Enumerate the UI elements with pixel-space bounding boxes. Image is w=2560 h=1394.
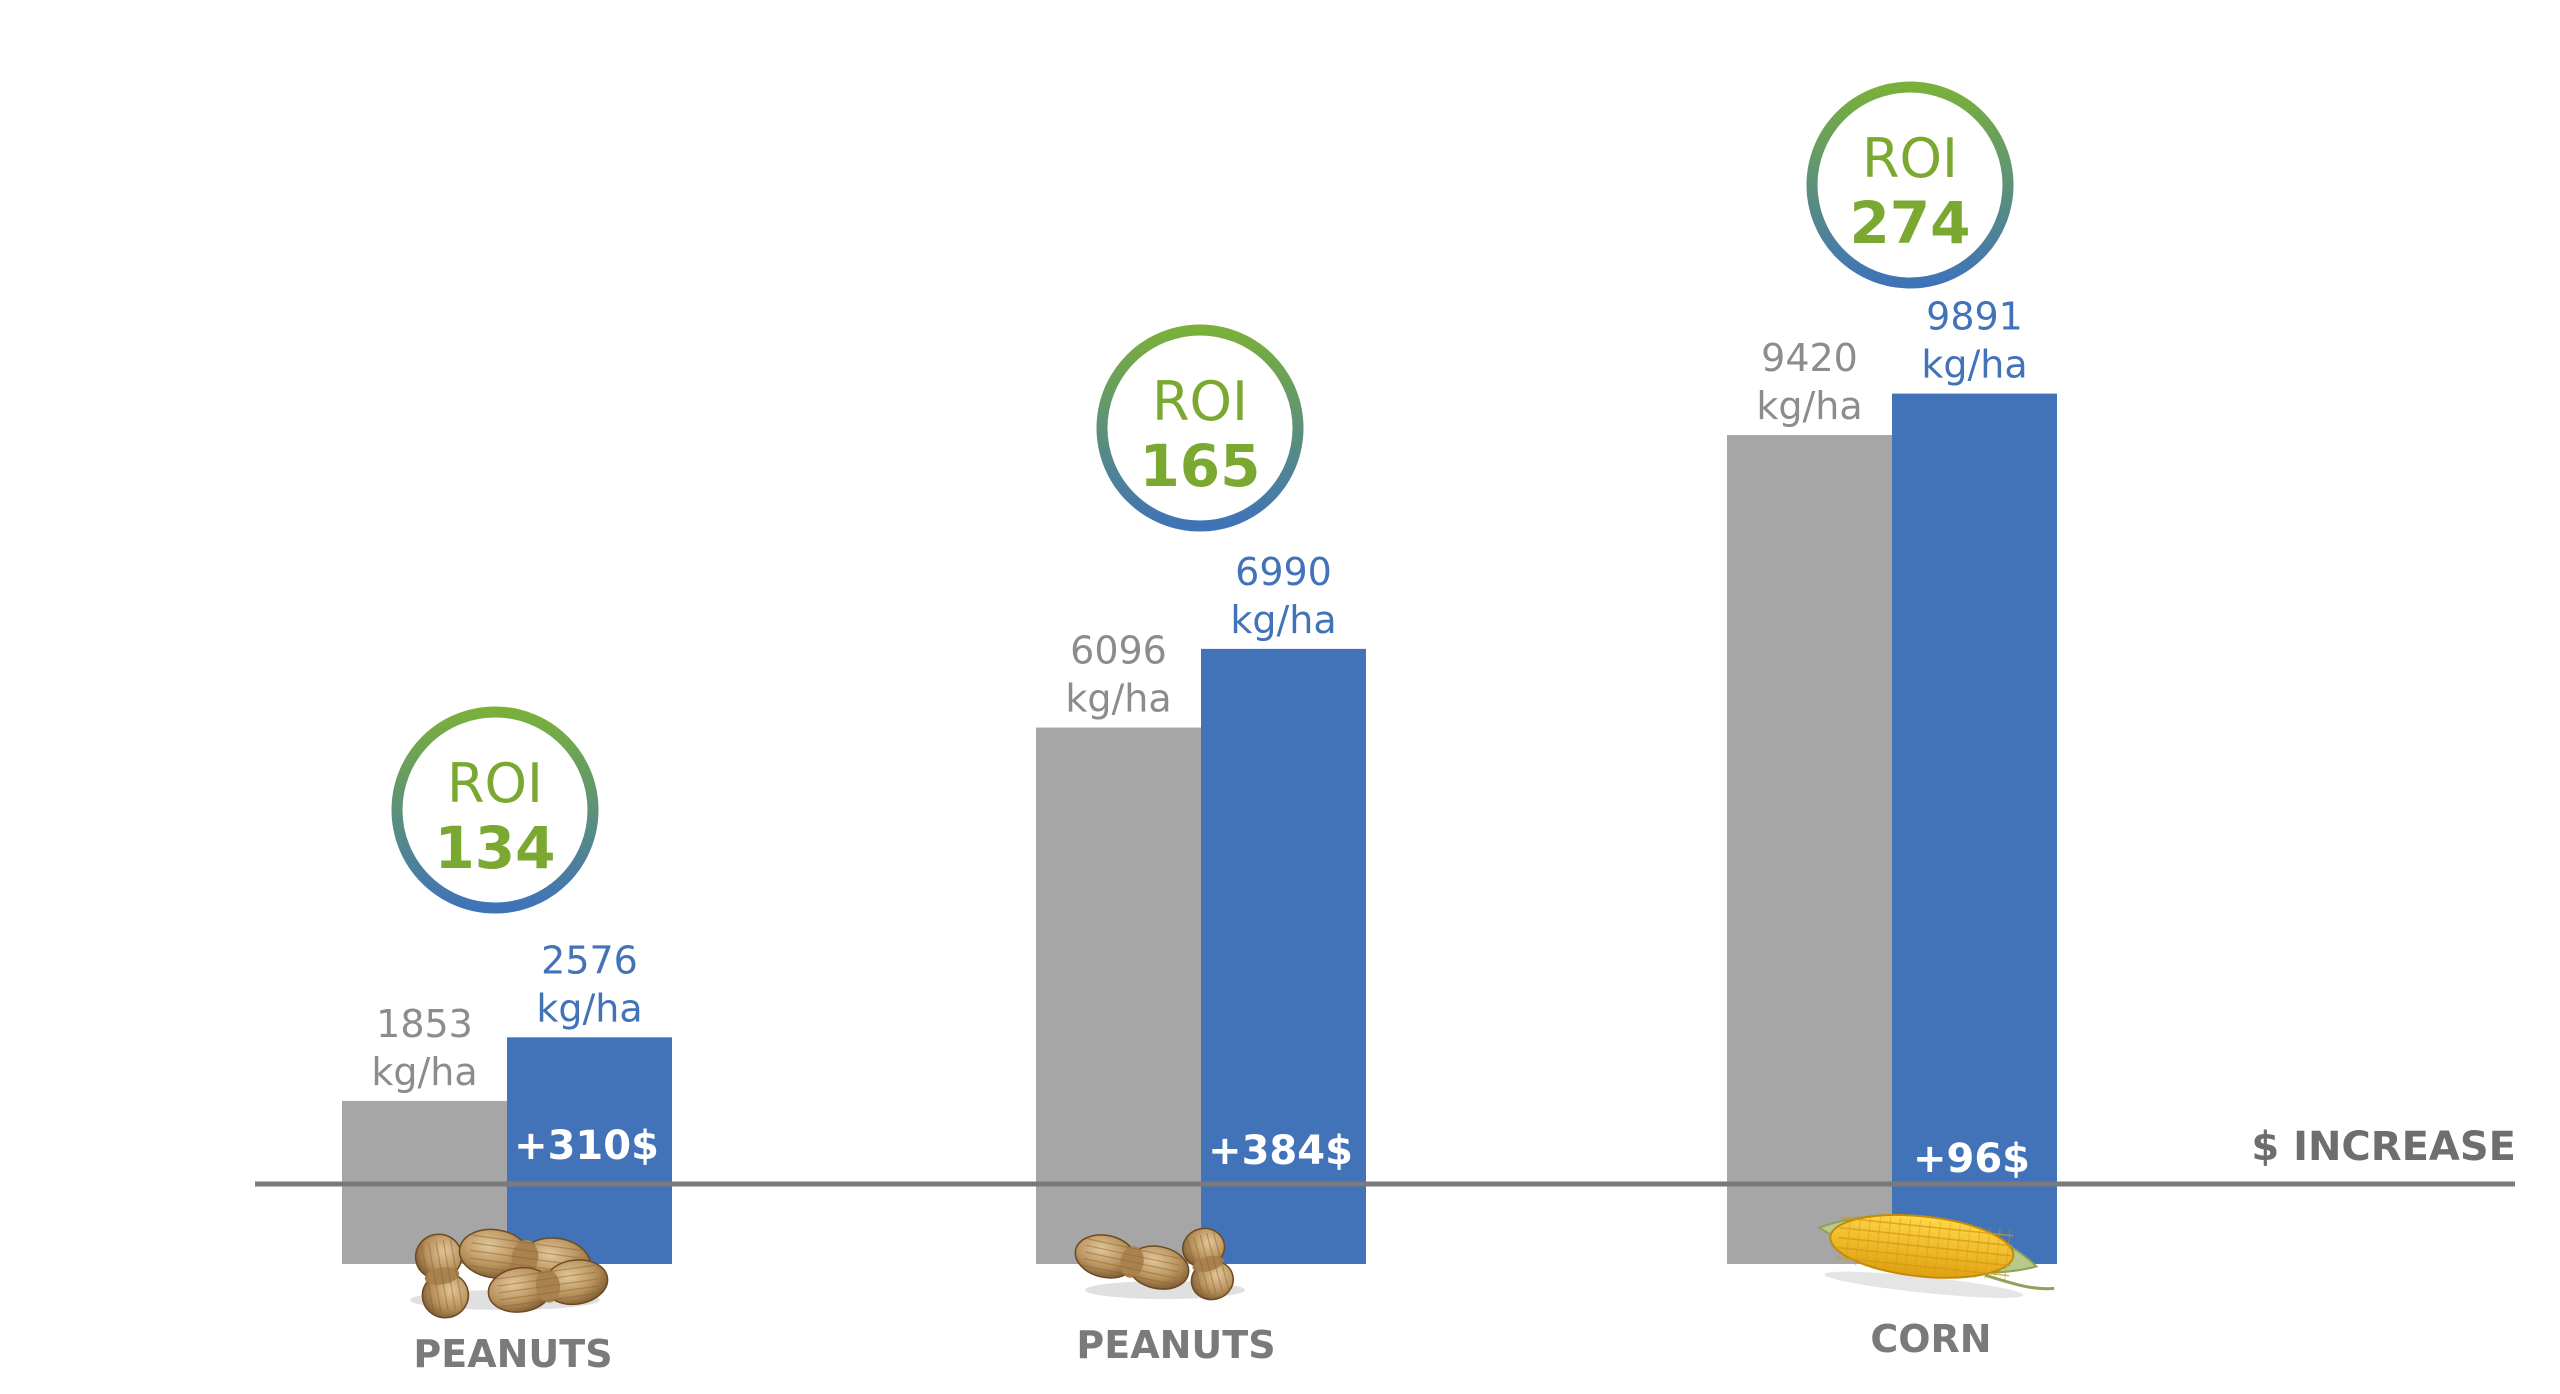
value-unit-label: kg/ha — [1756, 384, 1862, 428]
bar-baseline — [1036, 727, 1201, 1264]
roi-ring — [1806, 81, 2014, 289]
bar-treated — [507, 1037, 672, 1264]
labels-layer: 1853kg/ha2576kg/ha+310$PEANUTS6096kg/ha6… — [371, 295, 2030, 1376]
value-label-treated: 2576 — [541, 938, 638, 982]
increase-label: +384$ — [1208, 1128, 1353, 1174]
roi-ring — [1096, 324, 1304, 532]
roi-value: 134 — [434, 814, 555, 882]
roi-label: ROI — [1862, 127, 1958, 190]
roi-label: ROI — [1152, 370, 1248, 433]
value-unit-label: kg/ha — [371, 1050, 477, 1094]
increase-label: +96$ — [1913, 1136, 2030, 1182]
corn-icon — [1817, 1212, 2055, 1298]
roi-ring — [391, 706, 599, 914]
category-label: CORN — [1870, 1317, 1991, 1361]
roi-value: 165 — [1139, 432, 1260, 500]
peanuts-icon — [410, 1228, 609, 1319]
value-unit-label: kg/ha — [1065, 677, 1171, 721]
roi-label: ROI — [447, 752, 543, 815]
bar-baseline — [1727, 435, 1892, 1264]
category-label: PEANUTS — [1076, 1323, 1275, 1367]
category-label: PEANUTS — [413, 1332, 612, 1376]
value-unit-label: kg/ha — [1921, 343, 2027, 387]
value-label-treated: 6990 — [1235, 550, 1332, 594]
value-label-baseline: 6096 — [1070, 629, 1167, 673]
roi-value: 274 — [1849, 189, 1970, 257]
increase-axis-label: $ INCREASE — [2251, 1124, 2516, 1170]
peanuts-icon — [1074, 1227, 1245, 1301]
increase-label: +310$ — [514, 1123, 659, 1169]
bar-treated — [1201, 648, 1366, 1264]
value-label-baseline: 9420 — [1761, 336, 1858, 380]
value-label-treated: 9891 — [1926, 295, 2023, 339]
value-unit-label: kg/ha — [1230, 598, 1336, 642]
bar-treated — [1892, 393, 2057, 1264]
icons-layer — [410, 1212, 2055, 1319]
value-unit-label: kg/ha — [536, 986, 642, 1030]
value-label-baseline: 1853 — [376, 1002, 473, 1046]
bars-layer — [342, 393, 2057, 1264]
